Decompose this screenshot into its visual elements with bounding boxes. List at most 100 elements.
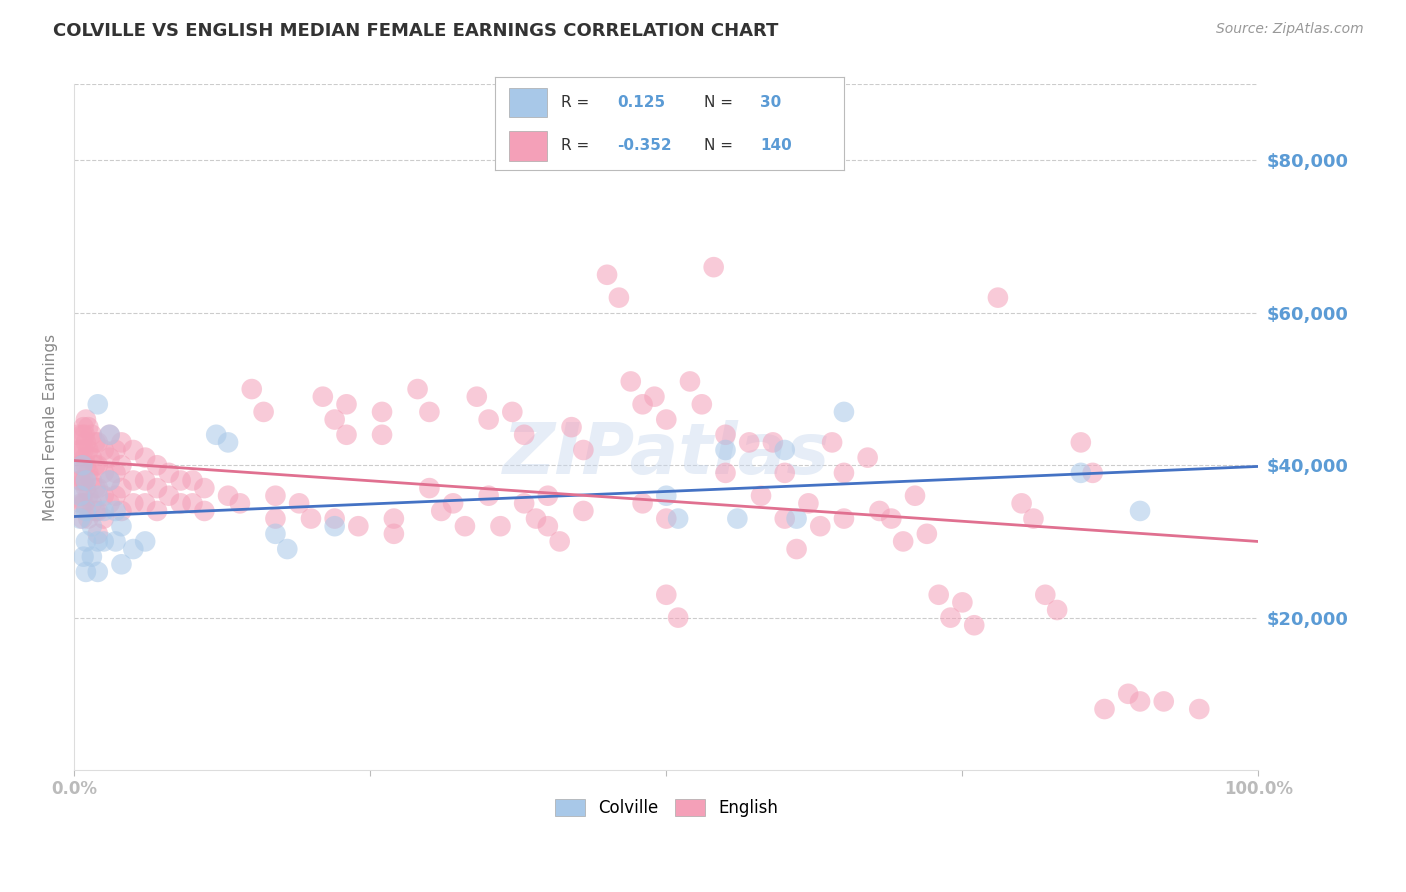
Point bbox=[666, 610, 689, 624]
Point bbox=[607, 291, 630, 305]
Point bbox=[714, 427, 737, 442]
Point bbox=[655, 489, 678, 503]
Point bbox=[808, 519, 831, 533]
Point bbox=[93, 466, 115, 480]
Point bbox=[347, 519, 370, 533]
Point bbox=[70, 442, 93, 457]
Point bbox=[80, 549, 103, 564]
Point bbox=[75, 435, 97, 450]
Point bbox=[312, 390, 335, 404]
Point bbox=[229, 496, 252, 510]
Point bbox=[749, 489, 772, 503]
Point bbox=[773, 466, 796, 480]
Point bbox=[382, 511, 405, 525]
Point bbox=[1046, 603, 1069, 617]
Point bbox=[181, 474, 204, 488]
Point bbox=[786, 511, 808, 525]
Point bbox=[478, 412, 501, 426]
Point bbox=[252, 405, 274, 419]
Point bbox=[157, 489, 180, 503]
Point bbox=[869, 504, 891, 518]
Point bbox=[371, 405, 394, 419]
Point bbox=[72, 420, 94, 434]
Point bbox=[478, 489, 501, 503]
Point bbox=[572, 442, 595, 457]
Point bbox=[69, 458, 91, 473]
Point bbox=[98, 474, 121, 488]
Point bbox=[240, 382, 263, 396]
Point bbox=[418, 481, 440, 495]
Point bbox=[122, 542, 145, 557]
Point bbox=[93, 511, 115, 525]
Point bbox=[84, 504, 107, 518]
Point bbox=[84, 435, 107, 450]
Point bbox=[67, 442, 90, 457]
Point bbox=[1153, 694, 1175, 708]
Point bbox=[430, 504, 453, 518]
Point bbox=[170, 474, 193, 488]
Point bbox=[1081, 466, 1104, 480]
Point bbox=[104, 489, 127, 503]
Point bbox=[915, 526, 938, 541]
Point bbox=[832, 511, 855, 525]
Point bbox=[69, 489, 91, 503]
Point bbox=[87, 481, 110, 495]
Point bbox=[572, 504, 595, 518]
Point bbox=[406, 382, 429, 396]
Point bbox=[75, 534, 97, 549]
Point bbox=[72, 458, 94, 473]
Point bbox=[75, 474, 97, 488]
Point bbox=[1188, 702, 1211, 716]
Point bbox=[891, 534, 914, 549]
Point bbox=[66, 427, 89, 442]
Point bbox=[104, 534, 127, 549]
Point bbox=[786, 542, 808, 557]
Point bbox=[441, 496, 464, 510]
Point bbox=[1129, 504, 1152, 518]
Point bbox=[418, 405, 440, 419]
Point bbox=[122, 474, 145, 488]
Point bbox=[714, 442, 737, 457]
Point bbox=[146, 458, 169, 473]
Point bbox=[690, 397, 713, 411]
Point bbox=[87, 397, 110, 411]
Point bbox=[703, 260, 725, 275]
Point bbox=[217, 489, 239, 503]
Point bbox=[93, 534, 115, 549]
Point bbox=[122, 496, 145, 510]
Point bbox=[77, 466, 100, 480]
Point bbox=[80, 496, 103, 510]
Point bbox=[679, 375, 702, 389]
Point bbox=[80, 450, 103, 465]
Point bbox=[928, 588, 950, 602]
Point bbox=[288, 496, 311, 510]
Point bbox=[987, 291, 1010, 305]
Point bbox=[72, 549, 94, 564]
Point bbox=[655, 588, 678, 602]
Point bbox=[738, 435, 761, 450]
Point bbox=[323, 511, 346, 525]
Point bbox=[87, 504, 110, 518]
Point bbox=[87, 526, 110, 541]
Point bbox=[276, 542, 298, 557]
Point bbox=[714, 466, 737, 480]
Point bbox=[80, 519, 103, 533]
Point bbox=[122, 442, 145, 457]
Point bbox=[596, 268, 619, 282]
Legend: Colville, English: Colville, English bbox=[548, 792, 785, 823]
Point bbox=[537, 489, 560, 503]
Point bbox=[134, 496, 156, 510]
Y-axis label: Median Female Earnings: Median Female Earnings bbox=[44, 334, 58, 521]
Point bbox=[84, 481, 107, 495]
Point bbox=[762, 435, 785, 450]
Point bbox=[655, 511, 678, 525]
Point bbox=[104, 504, 127, 518]
Point bbox=[939, 610, 962, 624]
Point bbox=[70, 496, 93, 510]
Point bbox=[72, 442, 94, 457]
Point bbox=[489, 519, 512, 533]
Point bbox=[72, 474, 94, 488]
Point bbox=[98, 427, 121, 442]
Point bbox=[264, 526, 287, 541]
Point bbox=[856, 450, 879, 465]
